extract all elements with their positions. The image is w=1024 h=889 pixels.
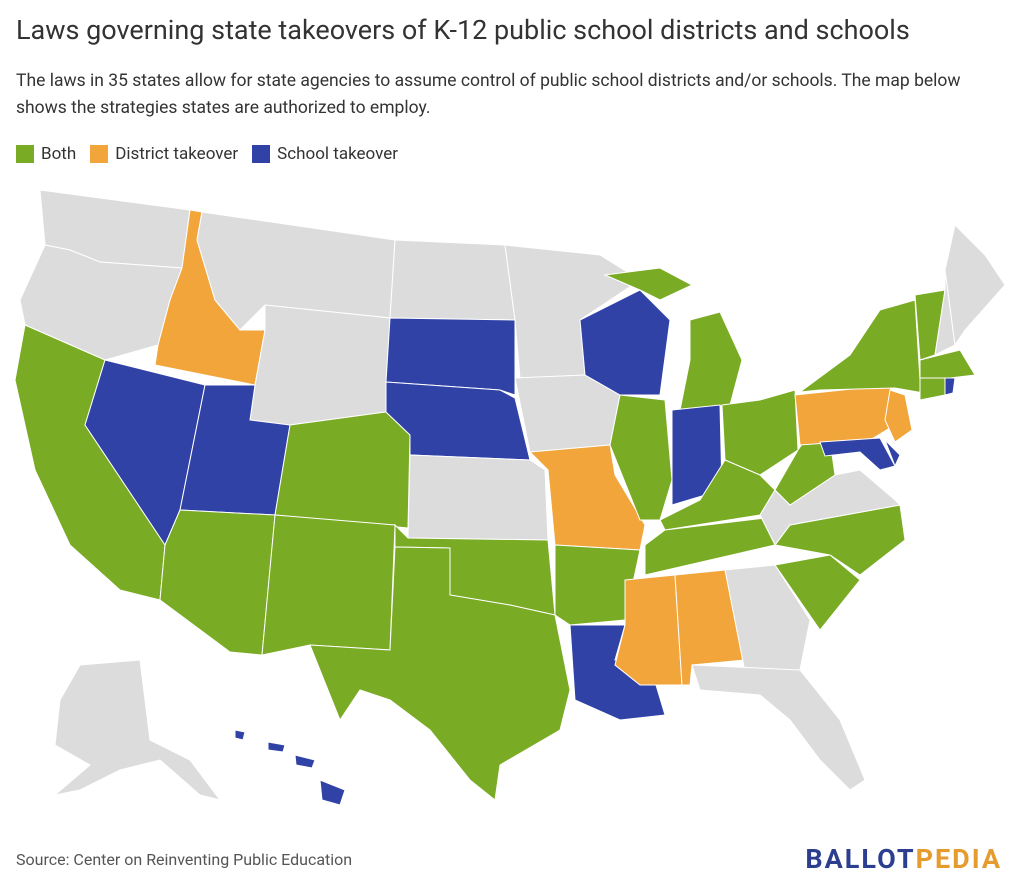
state <box>261 514 396 656</box>
state <box>603 267 694 301</box>
legend-swatch <box>90 145 109 163</box>
state <box>274 411 411 529</box>
logo-part: BALLOT <box>805 843 916 875</box>
state <box>659 459 776 531</box>
legend-item: District takeover <box>90 144 238 164</box>
legend: Both District takeover School takeover <box>16 144 398 164</box>
state <box>528 444 646 551</box>
state <box>614 574 683 686</box>
title: Laws governing state takeovers of K-12 p… <box>16 14 910 46</box>
legend-swatch <box>252 145 271 163</box>
state <box>267 741 286 753</box>
state <box>724 564 811 673</box>
legend-swatch <box>16 145 34 163</box>
state <box>319 779 346 806</box>
state <box>249 304 391 426</box>
state <box>919 377 946 401</box>
state <box>691 664 866 791</box>
state <box>721 389 799 476</box>
state <box>794 384 896 446</box>
legend-item: School takeover <box>252 144 398 164</box>
state <box>944 224 1006 347</box>
state <box>159 509 276 656</box>
legend-label: Both <box>41 144 77 164</box>
state <box>385 317 516 396</box>
legend-label: School takeover <box>277 144 399 164</box>
state <box>554 544 641 626</box>
map <box>14 189 1006 806</box>
state <box>884 389 913 443</box>
state <box>294 754 316 769</box>
state <box>389 239 516 321</box>
subtitle: The laws in 35 states allow for state ag… <box>16 71 961 118</box>
state <box>679 311 743 411</box>
state <box>919 349 976 379</box>
state <box>798 299 937 396</box>
state <box>774 554 861 631</box>
logo-part: PEDIA <box>915 843 1002 875</box>
state <box>309 546 571 801</box>
source: Source: Center on Reinventing Public Edu… <box>16 850 353 869</box>
state <box>234 729 246 741</box>
state <box>53 659 222 801</box>
state <box>819 437 896 471</box>
state <box>407 454 549 541</box>
state <box>944 377 956 396</box>
legend-label: District takeover <box>115 144 239 164</box>
legend-item: Both <box>16 144 76 164</box>
logo: BALLOTPEDIA <box>805 843 1002 875</box>
state <box>884 439 901 468</box>
